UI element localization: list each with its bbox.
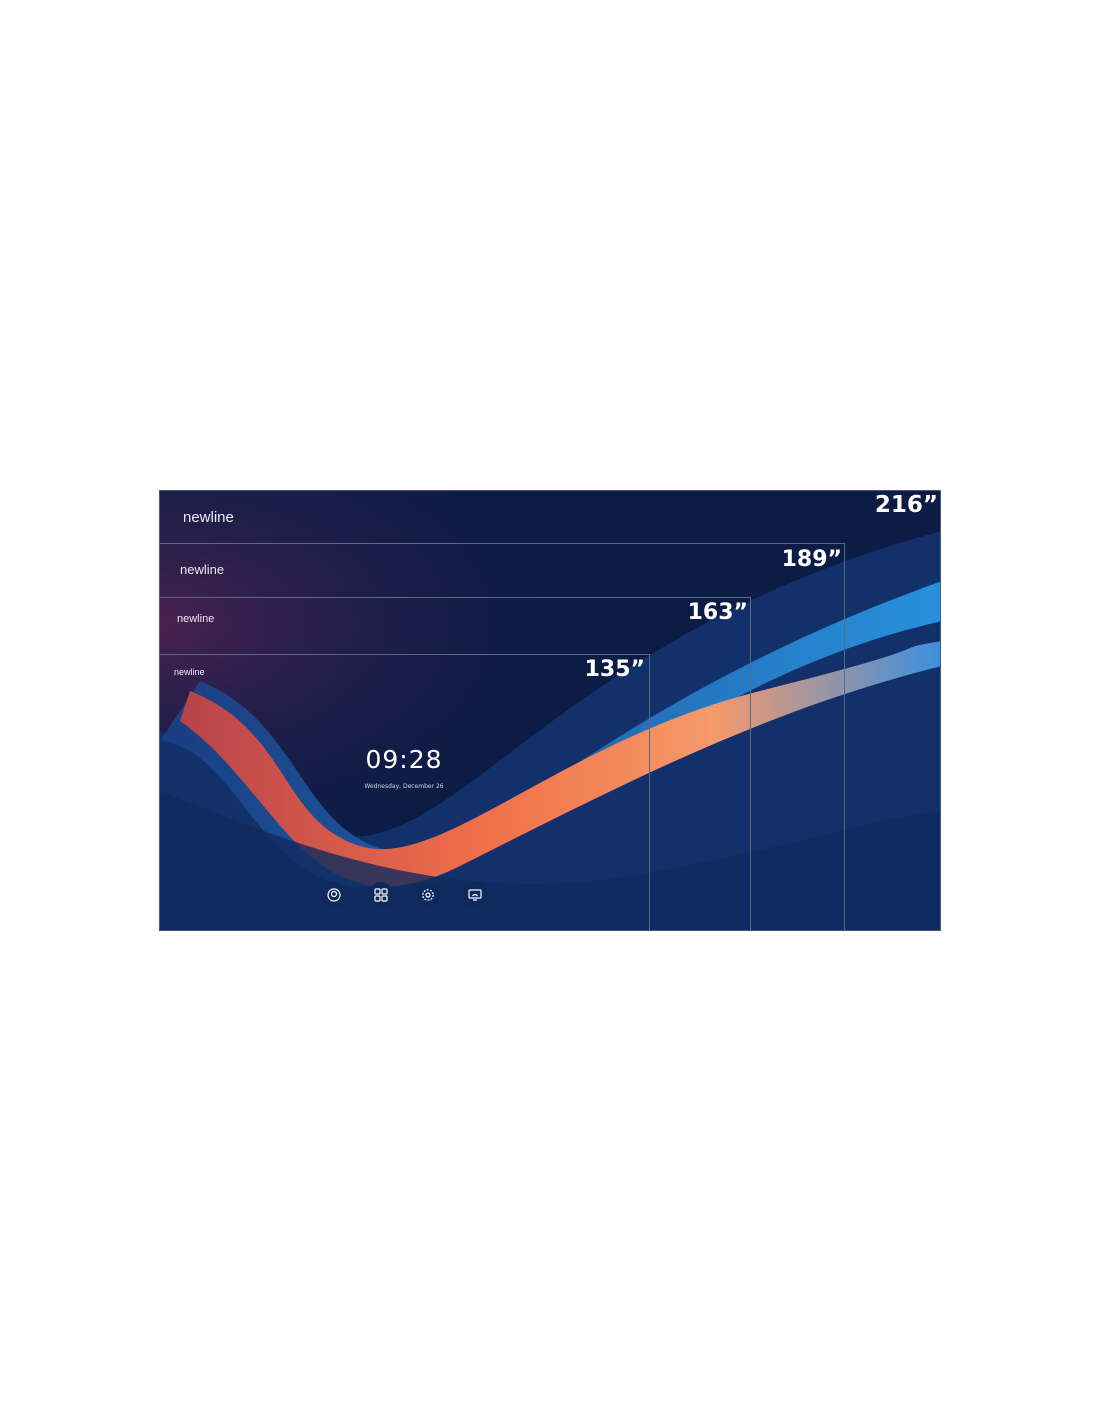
size-label: 216” xyxy=(874,492,938,518)
panel-135: newline 135” xyxy=(160,654,650,930)
brand-logo: newline xyxy=(174,667,205,677)
brand-logo: newline xyxy=(177,613,215,625)
size-label: 135” xyxy=(584,657,645,682)
size-label: 163” xyxy=(687,600,748,625)
display-size-comparison: newline 216” newline 189” newline 163” n… xyxy=(159,490,941,931)
settings-gear-icon[interactable] xyxy=(415,882,441,908)
panel-189: newline 189” xyxy=(160,543,845,930)
panel-163: newline 163” xyxy=(160,597,751,930)
whiteboard-icon[interactable] xyxy=(321,882,347,908)
panel-216: newline 216” xyxy=(160,491,940,930)
clock-date: Wednesday, December 26 xyxy=(364,783,444,790)
brand-logo: newline xyxy=(183,509,234,526)
screen-share-icon[interactable] xyxy=(462,882,488,908)
apps-grid-icon[interactable] xyxy=(368,882,394,908)
brand-logo: newline xyxy=(180,562,225,577)
clock-time: 09:28 xyxy=(365,745,443,774)
size-label: 189” xyxy=(781,547,842,572)
